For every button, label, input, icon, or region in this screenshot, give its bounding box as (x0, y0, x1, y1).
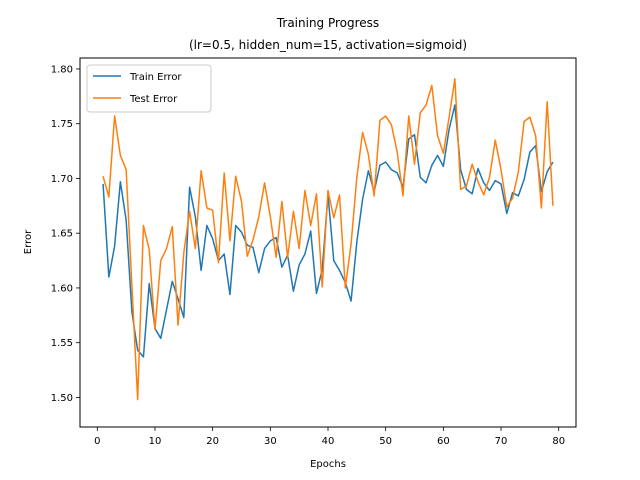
x-tick-label: 30 (264, 436, 277, 447)
x-tick-label: 80 (552, 436, 565, 447)
x-axis: 0 10 20 30 40 50 60 70 80 (94, 427, 565, 447)
y-tick-label: 1.75 (51, 119, 73, 130)
y-tick-label: 1.80 (51, 64, 73, 75)
y-tick-label: 1.65 (51, 229, 73, 240)
x-tick-label: 10 (149, 436, 162, 447)
legend: Train Error Test Error (86, 64, 212, 113)
x-tick-label: 20 (206, 436, 219, 447)
legend-label-test: Test Error (129, 94, 178, 105)
x-tick-label: 50 (379, 436, 392, 447)
y-tick-label: 1.55 (51, 338, 73, 349)
y-tick-label: 1.70 (51, 174, 73, 185)
y-tick-label: 1.60 (51, 283, 73, 294)
chart-subtitle: (lr=0.5, hidden_num=15, activation=sigmo… (189, 38, 467, 52)
x-tick-label: 60 (437, 436, 450, 447)
y-tick-label: 1.50 (51, 393, 73, 404)
plot-area (79, 57, 577, 428)
x-tick-label: 40 (322, 436, 335, 447)
x-tick-label: 0 (94, 436, 100, 447)
legend-label-train: Train Error (129, 72, 182, 83)
y-axis: 1.50 1.55 1.60 1.65 1.70 1.75 1.80 (51, 64, 80, 404)
chart-title: Training Progress (276, 16, 379, 30)
y-axis-label: Error (23, 229, 34, 254)
x-axis-label: Epochs (310, 459, 346, 470)
test-error-line (102, 78, 554, 401)
series-lines (102, 78, 554, 401)
x-tick-label: 70 (495, 436, 508, 447)
